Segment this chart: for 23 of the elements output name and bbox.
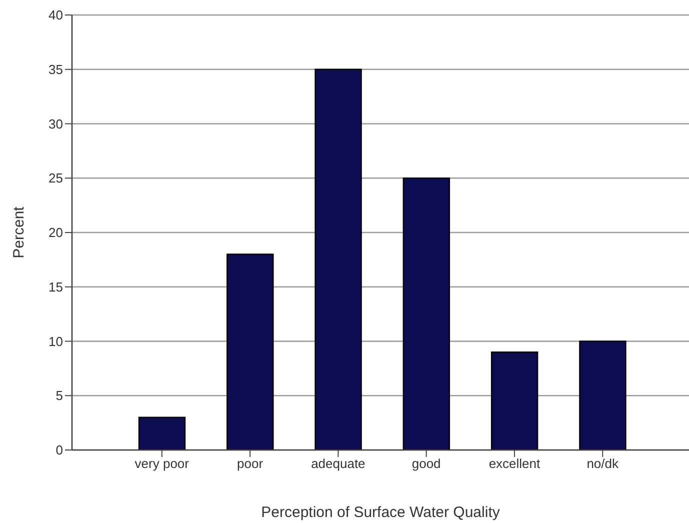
x-tick-label: good (412, 456, 441, 472)
y-tick-label: 30 (48, 116, 63, 132)
bar (490, 352, 538, 450)
bar (314, 68, 362, 450)
x-tick-label: very poor (134, 456, 190, 472)
y-tick-label: 20 (48, 225, 63, 240)
bar (226, 254, 274, 450)
y-tick-label: 5 (56, 388, 63, 404)
x-tick-label: poor (237, 456, 264, 472)
y-tick-label: 15 (48, 279, 63, 294)
y-axis-title: Percent (10, 206, 28, 258)
y-tick-label: 10 (48, 334, 63, 349)
y-tick-label: 25 (48, 170, 63, 186)
bar (402, 178, 450, 450)
y-tick-label: 0 (56, 442, 63, 458)
x-tick-label: adequate (311, 456, 366, 472)
bar (138, 416, 186, 450)
y-tick-label: 40 (48, 8, 63, 23)
y-tick-label: 35 (48, 62, 63, 77)
x-tick-label: excellent (488, 456, 541, 472)
x-tick-label: no/dk (586, 456, 620, 472)
x-axis-title: Perception of Surface Water Quality (261, 504, 500, 521)
bar (579, 340, 626, 450)
